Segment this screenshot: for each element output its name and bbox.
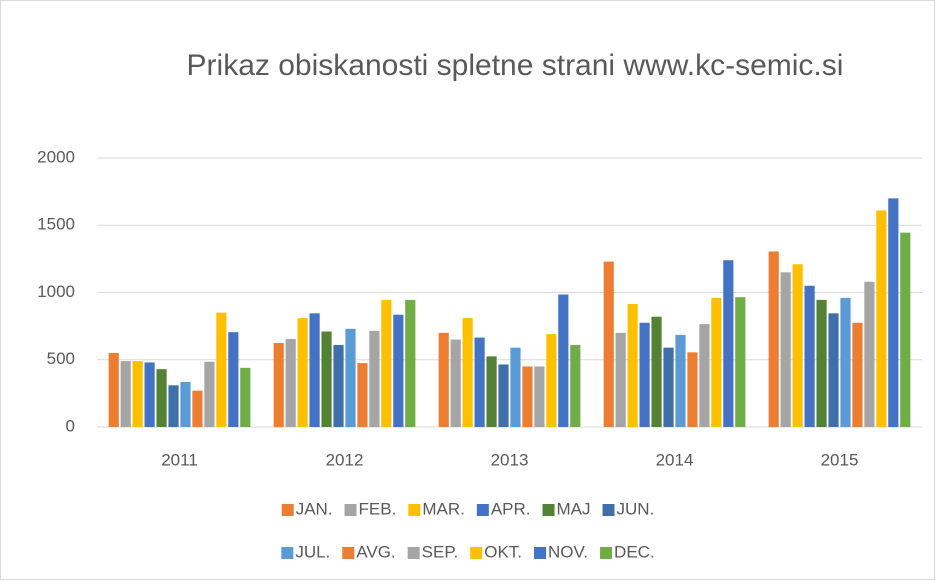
x-tick-label: 2014 [656,450,694,469]
legend-label: DEC. [614,542,655,561]
bar [285,338,296,427]
legend-label: NOV. [548,542,588,561]
bar [546,334,557,427]
bar [216,312,227,427]
legend-label: MAJ [557,499,591,518]
bar [780,272,791,427]
bar [888,198,899,427]
legend-swatch [342,547,355,559]
bar [393,314,404,427]
y-tick-label: 0 [66,416,75,435]
bar [438,332,449,427]
legend-label: MAR. [422,499,465,518]
legend-swatch [534,547,547,559]
y-tick-label: 500 [47,349,75,368]
bar [840,297,851,427]
legend-label: JUN. [617,499,655,518]
bar [345,328,356,427]
bar [852,322,863,427]
bar [321,331,332,427]
bar [132,361,143,427]
bar [108,353,119,427]
legend-swatch [281,547,294,559]
legend-label: APR. [491,499,531,518]
legend-swatch [470,547,483,559]
bar [615,332,626,427]
bar [510,347,521,427]
bar [792,264,803,427]
legend-label: JAN. [296,499,333,518]
bar [192,390,203,427]
bar [204,361,215,427]
bar [675,334,686,427]
bar [228,332,239,427]
bar [297,318,308,427]
bar [639,322,650,427]
legend-swatch [344,504,357,516]
x-tick-label: 2011 [161,450,198,469]
bar [462,318,473,427]
bar [240,367,251,427]
bar [273,342,284,427]
chart-title: Prikaz obiskanosti spletne strani www.kc… [187,49,844,82]
x-tick-label: 2013 [491,450,529,469]
bar [522,366,533,427]
bar [603,261,614,427]
bar [369,330,380,427]
bar [381,299,392,427]
bar [333,344,344,427]
legend-label: OKT. [484,542,522,561]
bar [687,352,698,427]
bar [735,297,746,427]
legend-swatch [600,547,613,559]
legend-label: FEB. [359,499,397,518]
bar [699,324,710,427]
bar [180,381,191,427]
bar [486,356,497,427]
bar [900,232,911,427]
y-tick-label: 2000 [37,147,75,166]
y-tick-label: 1000 [37,282,75,301]
bar [405,299,416,427]
y-tick-label: 1500 [37,215,75,234]
legend-label: JUL. [295,542,330,561]
bar [474,337,485,427]
bar [768,251,779,427]
bar [534,366,545,427]
legend-label: AVG. [356,542,395,561]
bar [804,285,815,427]
legend-swatch [407,547,420,559]
x-tick-label: 2012 [326,450,364,469]
bar [450,339,461,427]
x-tick-label: 2015 [821,450,859,469]
bar [663,347,674,427]
bar [156,369,167,427]
bar [828,313,839,427]
bar [357,363,368,427]
bar [309,313,320,427]
bar [498,364,509,427]
bar [627,303,638,427]
bar [144,362,155,427]
legend-swatch [281,504,294,516]
bar [168,385,179,427]
bar [816,299,827,427]
legend-swatch [602,504,615,516]
bar [864,281,875,427]
legend-swatch [476,504,489,516]
legend-swatch [542,504,555,516]
bar [651,316,662,427]
bar [120,361,131,427]
bar [570,344,581,427]
bar [558,294,569,427]
bar [711,297,722,427]
legend-label: SEP. [422,542,459,561]
bar [723,260,734,427]
bar [876,210,887,427]
legend-swatch [408,504,421,516]
